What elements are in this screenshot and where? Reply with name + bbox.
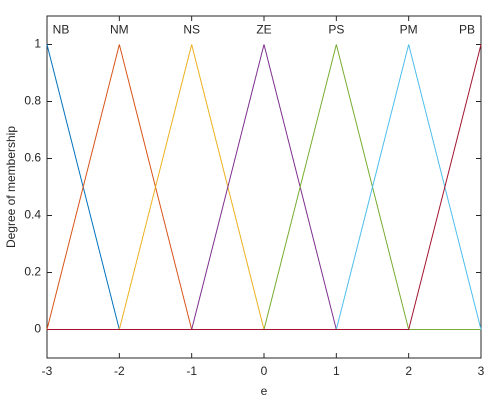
mf-label: PS [328,23,344,37]
y-tick-label: 1 [34,37,41,51]
x-tick-label: -2 [114,364,125,378]
mf-label: PM [400,23,418,37]
plot-box [46,15,482,359]
mf-label: PB [459,23,475,37]
x-tick-label: -3 [42,364,53,378]
y-tick-label: 0.4 [24,208,41,222]
mf-label: ZE [256,23,271,37]
x-tick-label: 0 [261,364,268,378]
membership-line [47,44,482,330]
mf-label: NM [110,23,129,37]
y-tick-label: 0.6 [24,151,41,165]
x-tick-label: 3 [478,364,485,378]
mf-label: NS [183,23,200,37]
x-tick-label: -1 [186,364,197,378]
x-tick-label: 1 [333,364,340,378]
y-axis-label: Degree of membership [4,126,18,248]
x-tick-label: 2 [405,364,412,378]
y-tick-label: 0.8 [24,94,41,108]
x-axis-label: e [261,384,268,398]
mf-label: NB [53,23,70,37]
y-tick-label: 0 [34,322,41,336]
y-tick-label: 0.2 [24,265,41,279]
